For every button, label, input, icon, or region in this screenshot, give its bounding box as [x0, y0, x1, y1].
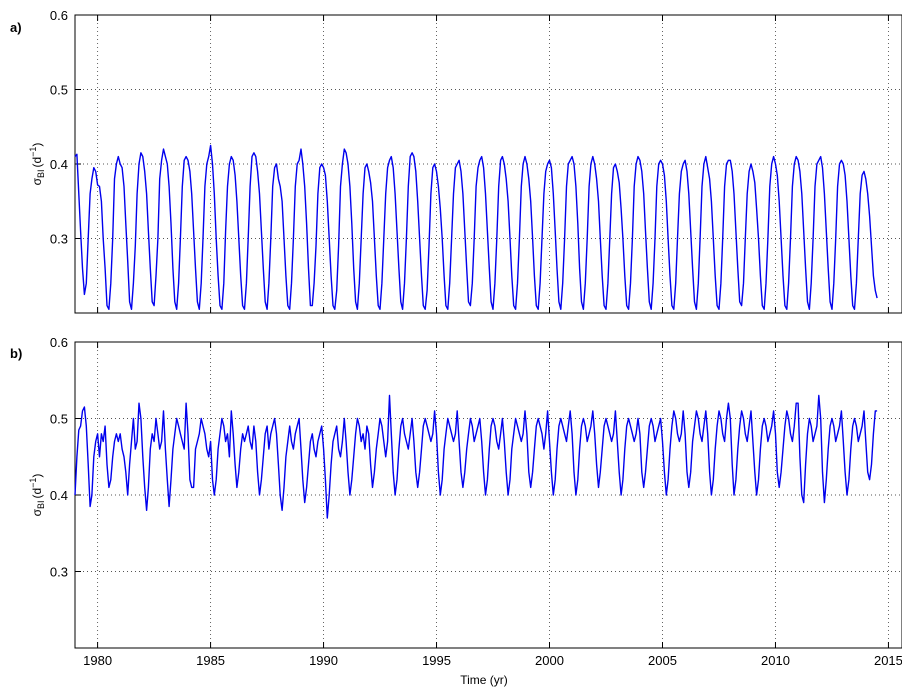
- panel-b-ylabel-unit: (d: [30, 488, 44, 499]
- panel-b-ylabel-unit-exponent: −1: [28, 478, 38, 488]
- panel-a-ytick-label: 0.3: [50, 232, 68, 247]
- panel-b-xtick-label: 1985: [196, 653, 225, 668]
- panel-b-ylabel-symbol: σ: [30, 508, 44, 516]
- panel-b-grid: [75, 341, 902, 648]
- panel-a: 0.3 0.4 0.5 0.6 a) σBI (d−1): [10, 8, 902, 314]
- panel-a-grid: [75, 14, 902, 313]
- panel-b-xtick-label: 2010: [761, 653, 790, 668]
- panel-a-series-line: [74, 144, 878, 310]
- panel-b-xtick-label: 2015: [874, 653, 902, 668]
- panel-a-ytick-label: 0.5: [50, 83, 68, 98]
- panel-b-xtick-label: 2005: [648, 653, 677, 668]
- panel-a-ytick-label: 0.6: [50, 8, 68, 23]
- panel-a-ylabel-unit-close: ): [30, 143, 44, 147]
- panel-a-ylabel-unit: (d: [30, 157, 44, 168]
- panel-a-ylabel-unit-exponent: −1: [28, 147, 38, 157]
- panel-b-xtick-label: 2000: [535, 653, 564, 668]
- panel-b-xlabel: Time (yr): [460, 673, 508, 687]
- panel-a-ytick-label: 0.4: [50, 157, 68, 172]
- panel-a-ylabel-symbol: σ: [30, 177, 44, 185]
- panel-a-ylabel: σBI (d−1): [28, 143, 46, 186]
- panel-b: 1980 1985 1990 1995 2000 2005 2010 2015 0.3 0.4 0.…: [10, 335, 902, 687]
- panel-b-ytick-label: 0.5: [50, 412, 68, 427]
- panel-b-ticks: 1980 1985 1990 1995 2000 2005 2010 2015 0.3 0.4 0.…: [50, 335, 902, 668]
- panel-b-ytick-label: 0.6: [50, 335, 68, 350]
- panel-b-xtick-label: 1980: [83, 653, 112, 668]
- panel-a-ticks: 0.3 0.4 0.5 0.6: [50, 8, 889, 313]
- panel-b-ytick-label: 0.4: [50, 488, 68, 503]
- panel-b-ylabel-unit-close: ): [30, 474, 44, 478]
- panel-b-xtick-label: 1990: [309, 653, 338, 668]
- panel-b-ytick-label: 0.3: [50, 565, 68, 580]
- panel-b-label: b): [10, 346, 22, 361]
- panel-b-series-line: [74, 394, 878, 519]
- panel-b-ylabel: σBI (d−1): [28, 474, 46, 517]
- panel-a-label: a): [10, 20, 22, 35]
- panel-b-ylabel-subscript: BI: [36, 501, 46, 510]
- panel-b-xtick-label: 1995: [422, 653, 451, 668]
- panel-a-ylabel-subscript: BI: [36, 170, 46, 179]
